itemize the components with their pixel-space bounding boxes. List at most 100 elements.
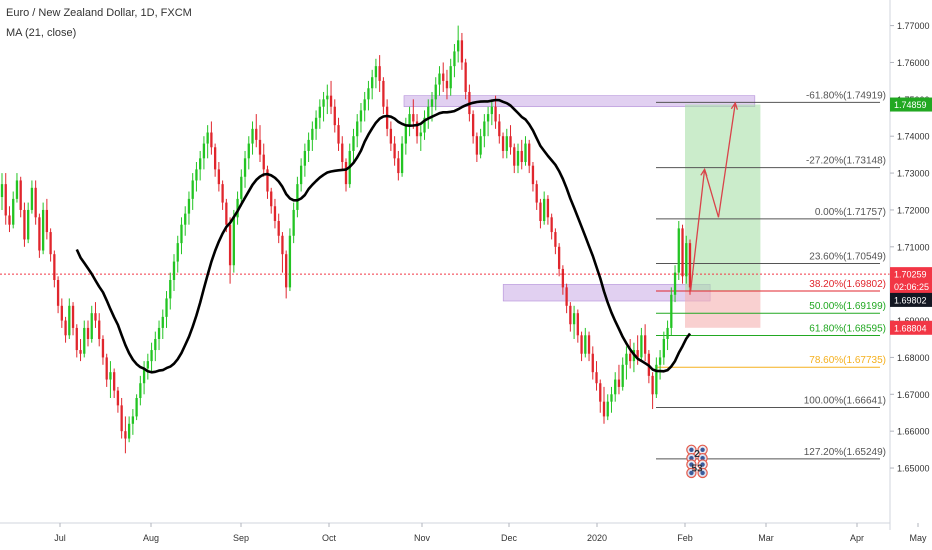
x-tick-label: May	[909, 533, 927, 543]
candle	[374, 58, 378, 89]
candle-body	[423, 117, 426, 133]
x-tick-label: Feb	[677, 533, 693, 543]
price-label-bg	[890, 97, 932, 112]
event-count: 53	[691, 464, 703, 475]
fib-label-2: 0.00%(1.71757)	[815, 207, 886, 218]
candle-body	[385, 106, 389, 129]
candle	[206, 125, 209, 159]
candle-body	[221, 184, 224, 203]
event-dot-core	[689, 470, 694, 476]
fib-label-4: 38.20%(1.69802)	[809, 279, 886, 290]
candle-body	[184, 213, 187, 225]
candle	[449, 58, 452, 96]
y-tick-label: 1.74000	[897, 132, 930, 142]
candle	[49, 228, 52, 262]
candle-body	[561, 268, 565, 288]
candle	[516, 143, 520, 174]
candle	[75, 324, 78, 358]
candle	[41, 202, 45, 255]
candle	[240, 169, 243, 207]
candle-body	[0, 184, 4, 198]
price-label: 1.69802	[894, 295, 927, 305]
candle	[457, 25, 460, 63]
candle-body	[139, 383, 142, 398]
candle	[232, 209, 235, 273]
candle-body	[199, 158, 202, 170]
candle-body	[337, 125, 340, 144]
candle-body	[389, 128, 393, 144]
candle-body	[157, 327, 161, 339]
candle	[329, 80, 333, 115]
candle-body	[247, 143, 250, 159]
candle	[172, 254, 176, 292]
candle-body	[154, 338, 157, 351]
candle-body	[356, 121, 359, 137]
x-tick-label: Apr	[850, 533, 864, 543]
y-tick-label: 1.72000	[897, 205, 930, 215]
candle-body	[554, 232, 557, 247]
candle	[550, 213, 553, 240]
candle	[56, 276, 60, 314]
candle	[513, 143, 516, 174]
x-tick-label: Jul	[54, 533, 66, 543]
price-label-bg	[890, 267, 932, 282]
candle-body	[60, 305, 63, 321]
candle-body	[45, 209, 49, 233]
candle	[83, 320, 86, 358]
x-tick-label: 2020	[587, 533, 607, 543]
y-tick-label: 1.73000	[897, 169, 930, 179]
candle	[490, 99, 493, 126]
candle-body	[142, 368, 146, 384]
candle	[352, 128, 355, 163]
position-target-zone	[685, 104, 761, 292]
candle-body	[113, 372, 116, 391]
candle	[625, 346, 628, 380]
candle-body	[68, 305, 71, 336]
candle	[184, 206, 187, 236]
candle-body	[262, 154, 265, 170]
candle-body	[101, 338, 105, 358]
candle-body	[677, 228, 680, 273]
candle	[498, 114, 501, 144]
candle-body	[419, 132, 422, 137]
candle-body	[599, 383, 602, 402]
candle	[251, 121, 254, 155]
candle	[397, 150, 400, 181]
candle-body	[543, 198, 546, 222]
candle-body	[524, 143, 527, 163]
candle-body	[191, 180, 194, 199]
candle-body	[397, 158, 400, 174]
candle	[367, 80, 370, 111]
candle	[311, 121, 314, 151]
candle-body	[595, 372, 598, 384]
candle-body	[449, 66, 452, 89]
candle-body	[270, 191, 273, 207]
candle	[303, 143, 307, 177]
candle	[228, 217, 232, 284]
candle	[236, 191, 239, 225]
candle-body	[75, 327, 78, 351]
candle	[569, 302, 572, 332]
candle	[595, 361, 598, 391]
candle	[169, 272, 172, 310]
candle-body	[210, 132, 213, 148]
candle	[296, 176, 299, 218]
candle-body	[460, 40, 464, 63]
event-dot-core	[689, 455, 694, 461]
candle-body	[292, 209, 295, 236]
candle	[157, 320, 161, 351]
x-tick-label: Sep	[233, 533, 249, 543]
candle	[655, 357, 658, 398]
candle-body	[165, 298, 168, 317]
event-icon: 53	[686, 459, 708, 479]
candle-body	[180, 224, 183, 244]
candle-body	[640, 335, 643, 358]
candle-body	[56, 279, 60, 306]
chart-title: Euro / New Zealand Dollar, 1D, FXCM	[6, 7, 192, 19]
candle-body	[602, 401, 606, 417]
candle	[524, 136, 527, 166]
candle	[629, 338, 632, 369]
candle-body	[557, 246, 561, 269]
candle	[640, 327, 643, 362]
